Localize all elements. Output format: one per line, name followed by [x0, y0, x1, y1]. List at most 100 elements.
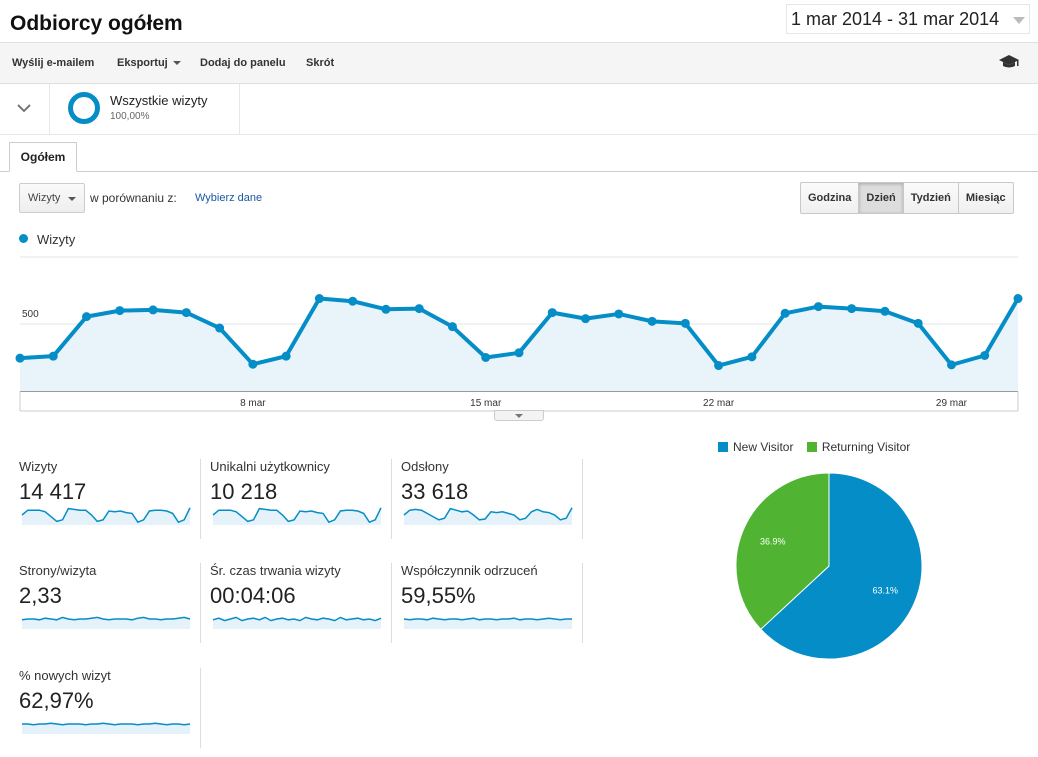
x-tick-label: 8 mar	[240, 398, 266, 409]
metric-label: Odsłony	[401, 459, 449, 474]
granularity-day-button[interactable]: Dzień	[858, 183, 903, 213]
graduation-cap-icon[interactable]	[998, 54, 1020, 70]
metric-sparkline	[22, 722, 191, 734]
tab-overview[interactable]: Ogółem	[9, 142, 77, 172]
pie-slice-label: 63.1%	[872, 586, 898, 596]
metric-divider	[582, 563, 583, 643]
metric-select[interactable]: Wizyty	[19, 183, 85, 213]
metric-divider	[582, 459, 583, 539]
data-point	[48, 351, 58, 361]
sparkline-line	[21, 616, 191, 621]
granularity-buttons: Godzina Dzień Tydzień Miesiąc	[800, 182, 1014, 214]
report-tabs: Ogółem	[0, 142, 1038, 172]
metric-card[interactable]: Śr. czas trwania wizyty 00:04:06	[210, 563, 400, 643]
compare-select-link[interactable]: Wybierz dane	[195, 192, 263, 204]
metric-select-value: Wizyty	[28, 192, 61, 204]
granularity-week-button[interactable]: Tydzień	[902, 183, 958, 213]
report-toolbar: Wyślij e-mailem Eksportuj Dodaj do panel…	[0, 43, 1038, 84]
data-point	[1013, 294, 1023, 304]
series-area	[20, 298, 1018, 391]
metric-sparkline	[21, 507, 191, 525]
chevron-down-icon	[17, 104, 31, 113]
segment-name: Wszystkie wizyty	[110, 93, 208, 108]
metric-sparkline	[21, 616, 191, 629]
export-button[interactable]: Eksportuj	[117, 57, 181, 69]
data-point	[447, 322, 457, 332]
sparkline-line	[21, 507, 191, 524]
data-point	[980, 350, 990, 360]
segment-toggle[interactable]	[0, 84, 50, 134]
metric-divider	[391, 563, 392, 643]
sparkline-line	[212, 616, 382, 622]
granularity-hour-button[interactable]: Godzina	[808, 192, 852, 204]
compare-label: w porównaniu z:	[90, 191, 177, 205]
pie-slice	[735, 472, 830, 630]
metric-card[interactable]: % nowych wizyt 62,97%	[19, 668, 209, 748]
metric-divider	[200, 563, 201, 643]
metric-value: 59,55%	[401, 583, 476, 608]
metric-sparkline	[403, 507, 573, 525]
data-point	[15, 353, 25, 363]
date-range-picker[interactable]: 1 mar 2014 - 31 mar 2014	[786, 4, 1030, 34]
metric-card[interactable]: Współczynnik odrzuceń 59,55%	[401, 563, 591, 643]
granularity-month-button[interactable]: Miesiąc	[957, 183, 1013, 213]
segment-percent: 100,00%	[110, 111, 150, 122]
data-point	[581, 314, 591, 324]
metric-label: % nowych wizyt	[19, 668, 111, 683]
chevron-down-icon[interactable]	[1013, 17, 1025, 24]
metric-divider	[200, 459, 201, 539]
metric-value: 62,97%	[19, 688, 94, 713]
legend-dot-icon	[19, 234, 28, 243]
sparkline-line	[403, 507, 573, 521]
pie-legend-item-returning: Returning Visitor	[806, 440, 910, 454]
metric-sparkline	[212, 616, 382, 629]
pie-slice	[760, 472, 923, 660]
legend-label: Wizyty	[37, 232, 76, 247]
metric-label: Strony/wizyta	[19, 563, 97, 578]
data-point	[314, 294, 324, 304]
metric-divider	[391, 459, 392, 539]
email-button[interactable]: Wyślij e-mailem	[12, 57, 95, 69]
chart-resize-handle[interactable]	[494, 410, 544, 421]
date-range-text: 1 mar 2014 - 31 mar 2014	[791, 9, 1000, 29]
sparkline-area	[22, 723, 190, 734]
metric-value: 10 218	[210, 479, 278, 504]
metric-card[interactable]: Wizyty 14 417	[19, 459, 209, 539]
metric-card[interactable]: Strony/wizyta 2,33	[19, 563, 209, 643]
data-point	[880, 306, 890, 316]
segment-card[interactable]: Wszystkie wizyty 100,00%	[50, 84, 240, 134]
data-point	[82, 312, 92, 322]
metric-card[interactable]: Unikalni użytkownicy 10 218	[210, 459, 400, 539]
data-point	[913, 318, 923, 328]
metric-label: Wizyty	[19, 459, 58, 474]
chart-legend: Wizyty	[19, 232, 75, 247]
data-point	[747, 352, 757, 362]
metric-value: 14 417	[19, 479, 87, 504]
sparkline-line	[212, 507, 382, 524]
data-point	[215, 323, 225, 333]
add-to-dashboard-button[interactable]: Dodaj do panelu	[200, 57, 286, 69]
data-point	[181, 308, 191, 318]
pie-legend-label: New Visitor	[733, 440, 794, 454]
metric-value: 2,33	[19, 583, 62, 608]
visits-line-chart: 1 000 500 8 mar 15 mar 22 mar 29 mar	[15, 250, 1023, 412]
export-label: Eksportuj	[117, 57, 168, 69]
metric-card[interactable]: Odsłony 33 618	[401, 459, 591, 539]
metric-divider	[200, 668, 201, 748]
metric-label: Unikalni użytkownicy	[210, 459, 330, 474]
sparkline-area	[404, 618, 572, 629]
metric-value: 00:04:06	[210, 583, 296, 608]
pie-slice-label: 36.9%	[760, 536, 786, 546]
page-title: Odbiorcy ogółem	[10, 12, 183, 35]
sparkline-line	[403, 617, 572, 621]
shortcut-button[interactable]: Skrót	[306, 57, 335, 69]
data-point	[547, 308, 557, 318]
data-point	[281, 351, 291, 361]
segment-ring-icon	[68, 92, 100, 124]
sparkline-line	[22, 722, 191, 726]
metric-sparkline	[212, 507, 382, 525]
page-header: Odbiorcy ogółem 1 mar 2014 - 31 mar 2014	[0, 0, 1038, 43]
caret-down-icon	[172, 61, 181, 66]
pie-legend-item-new: New Visitor	[718, 440, 793, 454]
x-tick-label: 29 mar	[936, 398, 968, 409]
